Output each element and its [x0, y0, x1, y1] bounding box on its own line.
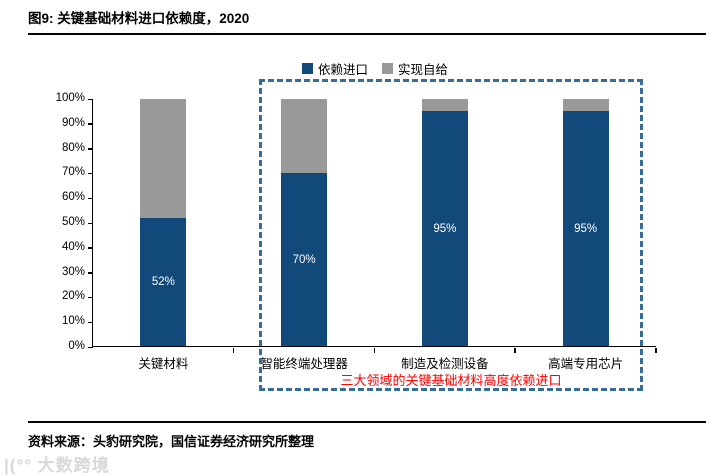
x-axis-category-label: 高端专用芯片	[548, 357, 624, 371]
segment-import-dependent: 95%	[421, 111, 468, 346]
bar-slot: 52%	[93, 99, 234, 346]
segment-import-dependent: 52%	[140, 217, 187, 346]
bar-data-label: 95%	[574, 222, 598, 235]
y-axis-tick-label: 100%	[55, 92, 85, 104]
y-axis-tick	[88, 98, 93, 100]
bar-slot: 70%	[234, 99, 375, 346]
legend-label: 实现自给	[398, 63, 449, 77]
y-axis-tick-label: 10%	[61, 315, 85, 328]
bar-data-label: 70%	[292, 253, 316, 266]
segment-import-dependent: 95%	[562, 111, 609, 346]
y-axis-tick	[88, 296, 93, 299]
title-divider-line	[28, 33, 706, 35]
annotation-text: 三大领域的关键基础材料高度依赖进口	[340, 373, 562, 388]
x-axis-tick	[232, 347, 235, 353]
y-axis-tick	[88, 222, 93, 224]
segment-self-sufficient	[281, 99, 328, 174]
stacked-bar-3: 95%	[421, 99, 468, 346]
y-axis-tick-label: 90%	[61, 116, 85, 129]
stacked-bar-4: 95%	[562, 99, 609, 346]
y-axis-tick-label: 80%	[61, 141, 85, 154]
legend-label: 依赖进口	[317, 63, 368, 77]
y-axis-tick	[88, 148, 93, 150]
y-axis-tick	[88, 197, 93, 200]
y-axis-tick-label: 30%	[61, 265, 85, 278]
x-axis-tick	[655, 347, 657, 353]
figure-title: 图9: 关键基础材料进口依赖度，2020	[28, 11, 250, 26]
legend-item: 依赖进口	[301, 59, 368, 78]
x-axis-labels: 关键材料 智能终端处理器 制造及检测设备 高端专用芯片	[93, 353, 656, 372]
bar-data-label: 95%	[433, 222, 457, 235]
chart-legend: 依赖进口 实现自给	[301, 59, 448, 78]
watermark-logo: |(°° 大数跨境	[4, 456, 110, 475]
bar-slot: 95%	[375, 99, 516, 346]
y-axis-tick-label: 70%	[61, 166, 85, 179]
y-axis-tick	[88, 172, 93, 175]
y-axis-tick	[88, 346, 93, 348]
footer-divider-line	[28, 421, 706, 423]
segment-import-dependent: 70%	[281, 173, 328, 346]
segment-self-sufficient	[140, 99, 187, 218]
y-axis-tick	[88, 247, 93, 249]
segment-self-sufficient	[421, 99, 468, 112]
x-axis-tick	[514, 347, 516, 353]
x-axis-category-label: 智能终端处理器	[260, 357, 348, 371]
stacked-bar-2: 70%	[281, 99, 328, 346]
y-axis-tick-label: 60%	[61, 191, 85, 204]
y-axis-tick	[88, 272, 93, 274]
bar-data-label: 52%	[151, 275, 175, 288]
y-axis-tick	[88, 123, 93, 125]
x-axis-category-label: 关键材料	[138, 357, 189, 371]
y-axis-tick-label: 20%	[61, 290, 85, 303]
bar-slot: 95%	[515, 99, 656, 346]
bars-container: 52% 70% 95% 95%	[93, 99, 656, 346]
y-axis-tick-label: 50%	[61, 216, 85, 228]
plot-area: 52% 70% 95% 95% 关键材料 智能终端处理器 制造及检测设备 高端专用芯片 0%…	[56, 92, 657, 371]
y-axis-tick-label: 0%	[68, 340, 85, 352]
stacked-bar-1: 52%	[140, 99, 187, 346]
legend-item: 实现自给	[382, 59, 448, 78]
y-axis-tick-label: 40%	[61, 240, 85, 253]
x-axis-category-label: 制造及检测设备	[401, 357, 489, 371]
x-axis-tick	[373, 347, 375, 353]
source-note: 资料来源：头豹研究院，国信证券经济研究所整理	[28, 434, 315, 449]
legend-swatch-icon	[301, 63, 313, 74]
y-axis-tick	[88, 321, 93, 324]
segment-self-sufficient	[562, 99, 609, 112]
legend-swatch-icon	[382, 63, 393, 74]
